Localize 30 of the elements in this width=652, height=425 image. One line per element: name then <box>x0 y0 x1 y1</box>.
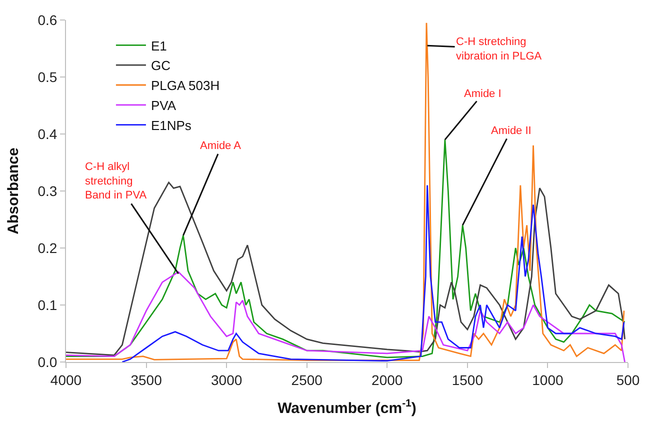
y-tick-label: 0.3 <box>38 182 58 199</box>
line-series <box>66 139 626 358</box>
y-tick-label: 0.1 <box>38 296 58 313</box>
annotation: Amide II <box>491 125 532 137</box>
y-tick-label: 0.4 <box>38 126 58 142</box>
x-tick-label: 2500 <box>291 372 323 388</box>
y-tick-label: 0.2 <box>38 240 58 256</box>
y-tick-label: 0.5 <box>38 68 58 85</box>
legend-label: E1 <box>150 38 167 54</box>
x-tick-label: 4000 <box>50 372 82 388</box>
x-tick-label: 3000 <box>210 372 242 388</box>
annotation: Amide I <box>464 88 502 100</box>
legend-label: PVA <box>150 98 176 113</box>
y-tick-label: 0.6 <box>38 12 58 28</box>
y-tick-label: 0.0 <box>38 354 58 370</box>
x-axis-title: Wavenumber (cm$^{-1}$) <box>278 398 416 417</box>
x-tick-label: 1000 <box>532 372 564 388</box>
y-axis-title: Absorbance <box>4 148 22 234</box>
x-tick-label: 500 <box>616 372 640 388</box>
legend-label: E1NPs <box>150 118 192 133</box>
x-tick-label: 3500 <box>130 372 162 388</box>
legend-label: GC <box>150 58 170 74</box>
line-series <box>66 22 625 361</box>
line-series <box>66 271 626 362</box>
annotation: C-H stretching vibration in PLGA <box>456 36 542 62</box>
annotation: C-H alkyl stretching Band in PVA <box>85 161 148 202</box>
annotation: Amide A <box>200 140 242 152</box>
x-tick-label: 2000 <box>372 372 403 388</box>
legend-label: PLGA 503H <box>150 78 220 94</box>
x-tick-label: 1500 <box>452 372 484 388</box>
